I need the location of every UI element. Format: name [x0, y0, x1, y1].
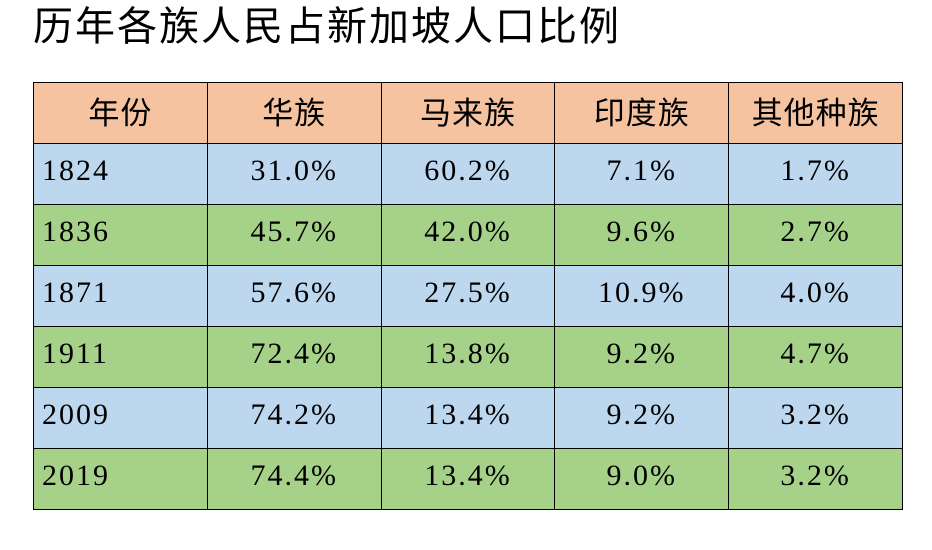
value-cell-malay: 42.0%: [380, 204, 556, 266]
value-cell-others: 3.2%: [728, 387, 903, 449]
value-cell-malay: 13.8%: [380, 326, 556, 388]
value-cell-malay: 13.4%: [380, 448, 556, 510]
value-cell-indian: 9.2%: [554, 387, 730, 449]
year-cell: 2009: [33, 387, 208, 449]
col-header-indian: 印度族: [554, 82, 730, 144]
value-cell-malay: 60.2%: [380, 143, 556, 205]
col-header-others: 其他种族: [728, 82, 903, 144]
value-cell-indian: 9.6%: [554, 204, 730, 266]
value-cell-indian: 9.2%: [554, 326, 730, 388]
table-row-1871: 1871 57.6% 27.5% 10.9% 4.0%: [33, 265, 903, 327]
value-cell-others: 1.7%: [728, 143, 903, 205]
value-cell-chinese: 74.4%: [206, 448, 382, 510]
value-cell-malay: 13.4%: [380, 387, 556, 449]
value-cell-others: 4.7%: [728, 326, 903, 388]
value-cell-chinese: 57.6%: [206, 265, 382, 327]
table-row-2009: 2009 74.2% 13.4% 9.2% 3.2%: [33, 387, 903, 449]
col-header-chinese: 华族: [206, 82, 382, 144]
value-cell-chinese: 74.2%: [206, 387, 382, 449]
value-cell-indian: 9.0%: [554, 448, 730, 510]
value-cell-others: 3.2%: [728, 448, 903, 510]
value-cell-malay: 27.5%: [380, 265, 556, 327]
year-cell: 1836: [33, 204, 208, 266]
value-cell-indian: 7.1%: [554, 143, 730, 205]
value-cell-others: 2.7%: [728, 204, 903, 266]
col-header-year: 年份: [33, 82, 208, 144]
value-cell-indian: 10.9%: [554, 265, 730, 327]
population-table: 年份 华族 马来族 印度族 其他种族 1824 31.0% 60.2% 7.1%…: [33, 82, 903, 510]
table-row-2019: 2019 74.4% 13.4% 9.0% 3.2%: [33, 448, 903, 510]
table-row-1824: 1824 31.0% 60.2% 7.1% 1.7%: [33, 143, 903, 205]
table-row-1911: 1911 72.4% 13.8% 9.2% 4.7%: [33, 326, 903, 388]
year-cell: 2019: [33, 448, 208, 510]
value-cell-chinese: 45.7%: [206, 204, 382, 266]
page-title: 历年各族人民占新加坡人口比例: [33, 4, 621, 49]
year-cell: 1911: [33, 326, 208, 388]
value-cell-chinese: 31.0%: [206, 143, 382, 205]
value-cell-others: 4.0%: [728, 265, 903, 327]
year-cell: 1824: [33, 143, 208, 205]
table-row-1836: 1836 45.7% 42.0% 9.6% 2.7%: [33, 204, 903, 266]
col-header-malay: 马来族: [380, 82, 556, 144]
value-cell-chinese: 72.4%: [206, 326, 382, 388]
table-header-row: 年份 华族 马来族 印度族 其他种族: [33, 82, 903, 144]
year-cell: 1871: [33, 265, 208, 327]
